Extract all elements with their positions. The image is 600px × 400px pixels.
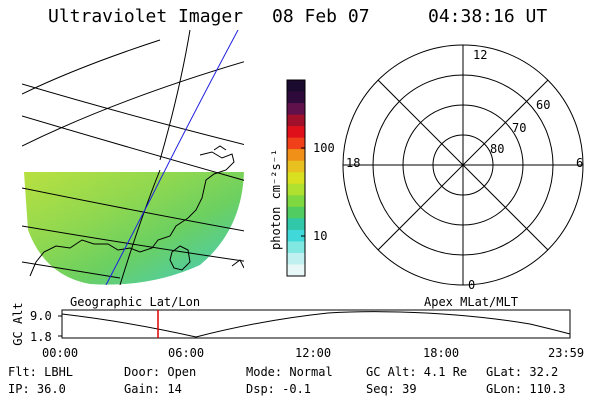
alt-tick-1: 1.8 (30, 330, 52, 344)
colorbar-tick-100: 100 (313, 141, 335, 155)
geographic-map (22, 30, 244, 285)
colorbar-unit-label: photon cm⁻²s⁻¹ (269, 148, 283, 250)
colorbar-segment (287, 218, 305, 231)
mlt-label-18: 18 (346, 156, 361, 170)
colorbar-segment (287, 252, 305, 265)
info-gcalt: GC Alt: 4.1 Re (366, 365, 468, 379)
colorbar-segment (287, 206, 305, 219)
colorbar-segment (287, 195, 305, 208)
info-seq: Seq: 39 (366, 382, 417, 396)
colorbar-segment (287, 172, 305, 185)
mlt-label-6: 6 (576, 156, 584, 170)
geographic-caption: Geographic Lat/Lon (70, 295, 201, 309)
lat-label-70: 70 (512, 121, 527, 135)
apex-caption: Apex MLat/MLT (424, 295, 518, 309)
time-tick-0: 00:00 (42, 346, 79, 360)
colorbar-segment (287, 80, 305, 93)
info-ip: IP: 36.0 (8, 382, 66, 396)
colorbar-segment (287, 126, 305, 139)
altitude-strip-frame (61, 309, 571, 339)
alt-tick-9: 9.0 (30, 309, 52, 323)
info-glat: GLat: 32.2 (486, 365, 559, 379)
colorbar-segment (287, 149, 305, 162)
time-tick-1: 06:00 (168, 346, 205, 360)
mlt-label-12: 12 (473, 48, 488, 62)
time-tick-3: 18:00 (423, 346, 460, 360)
lat-label-60: 60 (536, 98, 551, 112)
mlt-label-0: 0 (468, 278, 476, 292)
info-dsp: Dsp: -0.1 (246, 382, 312, 396)
colorbar-segment (287, 91, 305, 104)
colorbar-segment (287, 264, 305, 277)
info-flt: Flt: LBHL (8, 365, 74, 379)
info-door: Door: Open (124, 365, 197, 379)
colorbar-segment (287, 183, 305, 196)
colorbar-segment (287, 137, 305, 150)
time-label: 04:38:16 UT (428, 6, 548, 27)
info-glon: GLon: 110.3 (486, 382, 566, 396)
altitude-curve (61, 311, 571, 338)
colorbar-segment (287, 241, 305, 254)
colorbar-segment (287, 229, 305, 242)
info-mode: Mode: Normal (246, 365, 333, 379)
time-tick-2: 12:00 (295, 346, 332, 360)
colorbar-segment (287, 103, 305, 116)
color-bar (287, 80, 305, 277)
colorbar-segment (287, 160, 305, 173)
instrument-title: Ultraviolet Imager (48, 6, 244, 27)
polar-plot (342, 44, 584, 286)
lat-label-80: 80 (490, 142, 505, 156)
time-tick-4: 23:59 (548, 346, 585, 360)
colorbar-segment (287, 114, 305, 127)
date-label: 08 Feb 07 (272, 6, 370, 27)
info-gain: Gain: 14 (124, 382, 182, 396)
colorbar-tick-10: 10 (313, 229, 328, 243)
gc-alt-axis-label: GC Alt (11, 302, 25, 346)
